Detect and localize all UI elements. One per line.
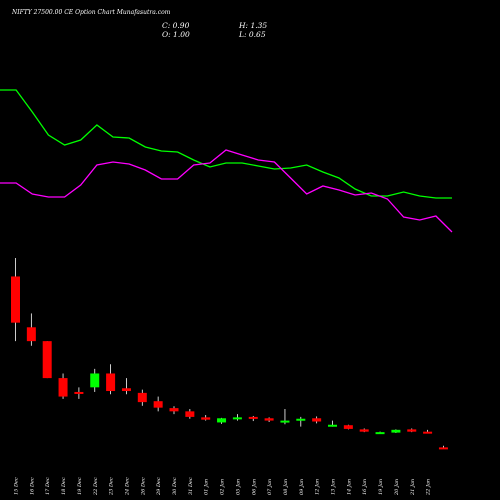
candle xyxy=(359,428,369,433)
close-value: C: 0.90 xyxy=(162,21,190,30)
candle xyxy=(26,313,36,346)
candle-body-down xyxy=(264,418,274,421)
candle-body-down xyxy=(169,408,179,412)
candle xyxy=(11,258,20,342)
x-tick-label: 24 Dec xyxy=(124,477,130,496)
candle-body-down xyxy=(438,447,448,450)
candle xyxy=(217,417,227,424)
candle-body-down xyxy=(58,378,68,397)
candle-body-down xyxy=(201,417,211,420)
candle xyxy=(391,429,401,434)
candle-body-down xyxy=(343,425,353,429)
x-tick-label: 14 Jan xyxy=(346,479,352,495)
candle xyxy=(248,415,258,422)
candle xyxy=(423,429,433,434)
x-tick-label: 16 Dec xyxy=(29,477,35,495)
candle-body-up xyxy=(391,429,401,433)
chart-title: NIFTY 27500.00 CE Option Chart Munafasut… xyxy=(12,9,171,16)
candle xyxy=(438,445,448,450)
candle xyxy=(74,387,84,399)
candle-body-down xyxy=(312,418,322,422)
x-tick-label: 13 Jan xyxy=(331,479,337,495)
candle-body-down xyxy=(407,429,417,432)
x-tick-label: 22 Dec xyxy=(93,477,99,496)
x-tick-label: 29 Dec xyxy=(156,477,162,496)
x-tick-label: 16 Jan xyxy=(362,479,368,495)
x-tick-label: 01 Jan xyxy=(204,479,210,495)
candle-body-down xyxy=(137,392,147,403)
candle xyxy=(58,373,68,399)
ma-slow-line xyxy=(0,149,453,233)
candle-body-up xyxy=(375,432,385,435)
candle-body-down xyxy=(248,416,258,419)
candle xyxy=(232,414,242,421)
x-tick-label: 18 Dec xyxy=(61,477,67,495)
candle-body-down xyxy=(153,401,163,408)
candle-body-up xyxy=(217,418,227,423)
x-tick-label: 05 Jan xyxy=(235,479,241,495)
x-tick-label: 31 Dec xyxy=(188,477,194,495)
candle-body-down xyxy=(11,276,20,323)
x-tick-label: 19 Dec xyxy=(77,477,83,495)
candle xyxy=(312,416,322,424)
candle-body-down xyxy=(106,373,116,392)
x-tick-label: 09 Jan xyxy=(299,479,305,495)
x-tick-label: 06 Jan xyxy=(251,479,257,495)
candle-body-down xyxy=(423,431,433,434)
candle xyxy=(280,409,290,425)
x-tick-label: 07 Jan xyxy=(267,479,273,495)
candle xyxy=(153,396,163,412)
candle xyxy=(90,368,100,392)
x-tick-label: 21 Jan xyxy=(410,479,416,496)
x-tick-label: 20 Jan xyxy=(394,479,400,496)
candle xyxy=(121,378,131,395)
candle xyxy=(296,416,306,427)
x-tick-label: 30 Dec xyxy=(172,477,178,495)
candle xyxy=(42,341,52,379)
candle-body-up xyxy=(280,420,290,423)
candle xyxy=(137,389,147,406)
candle xyxy=(106,364,116,395)
open-value: O: 1.00 xyxy=(162,30,190,39)
candle xyxy=(407,428,417,433)
candle-body-up xyxy=(296,418,306,421)
candle xyxy=(264,417,274,422)
candle xyxy=(375,431,385,435)
candle-body-down xyxy=(121,388,131,392)
low-value: L: 0.65 xyxy=(239,30,266,39)
candle-body-up xyxy=(328,424,337,427)
candle-body-down xyxy=(26,327,36,342)
ma-fast-line xyxy=(0,89,452,199)
candle-body-down xyxy=(359,429,369,432)
x-tick-label: 12 Jan xyxy=(315,479,321,495)
candle xyxy=(343,424,353,430)
x-tick-label: 15 Dec xyxy=(14,477,20,495)
candle-body-down xyxy=(185,411,195,417)
candle xyxy=(169,406,179,415)
x-tick-label: 17 Dec xyxy=(45,477,51,495)
candle-body-down xyxy=(74,391,84,394)
x-tick-label: 26 Dec xyxy=(140,477,146,496)
candle-body-up xyxy=(90,373,100,388)
x-tick-label: 02 Jan xyxy=(220,479,226,495)
x-tick-label: 08 Jan xyxy=(283,479,289,495)
candle-body-down xyxy=(42,341,52,379)
high-value: H: 1.35 xyxy=(239,21,268,30)
candle xyxy=(185,409,195,419)
x-tick-label: 19 Jan xyxy=(378,479,384,495)
x-tick-label: 22 Jan xyxy=(426,479,432,496)
candle-body-up xyxy=(232,417,242,420)
candle xyxy=(328,420,337,427)
x-tick-label: 23 Dec xyxy=(109,477,115,496)
candle xyxy=(201,415,211,421)
